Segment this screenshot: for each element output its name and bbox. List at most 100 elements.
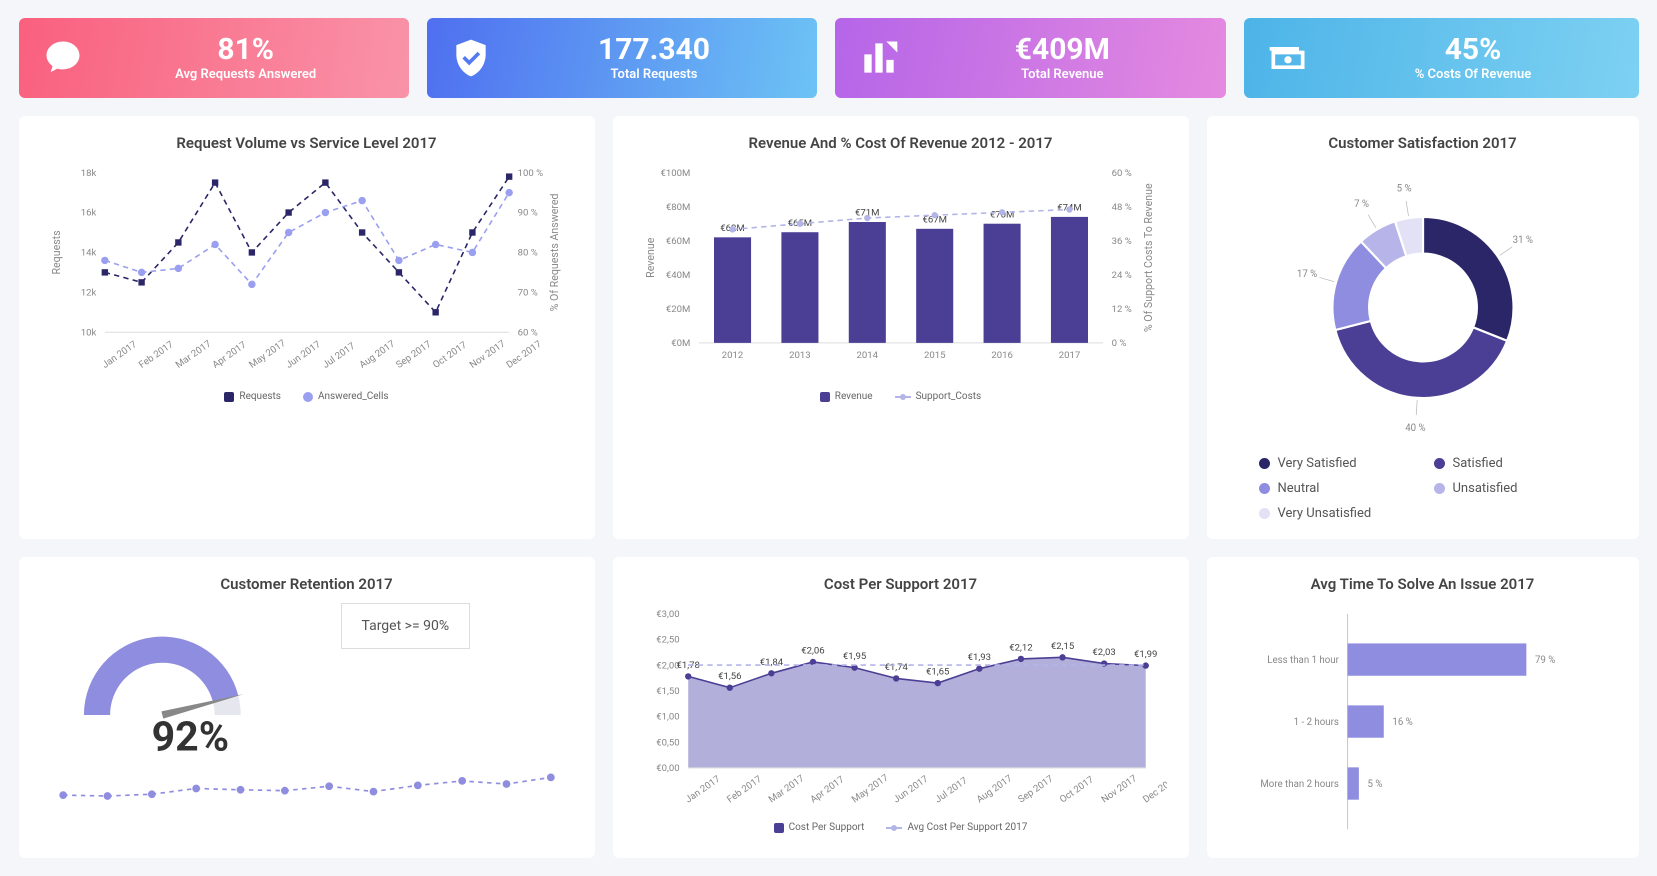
satisfaction-legend: Very SatisfiedSatisfiedNeutralUnsatisfie… bbox=[1229, 456, 1617, 521]
svg-text:€2,15: €2,15 bbox=[1050, 641, 1073, 652]
revenue-legend: RevenueSupport_Costs bbox=[635, 391, 1167, 402]
legend-item: Very Satisfied bbox=[1259, 456, 1412, 471]
svg-text:May 2017: May 2017 bbox=[849, 773, 890, 806]
svg-text:80 %: 80 % bbox=[517, 248, 537, 259]
svg-text:92%: 92% bbox=[151, 714, 228, 753]
legend-item: Very Unsatisfied bbox=[1259, 506, 1412, 521]
svg-text:€1,00: €1,00 bbox=[656, 712, 679, 723]
svg-text:Feb 2017: Feb 2017 bbox=[725, 774, 764, 806]
svg-text:€1,99: €1,99 bbox=[1134, 649, 1157, 660]
svg-text:40 %: 40 % bbox=[1405, 423, 1425, 434]
svg-text:€1,74: €1,74 bbox=[884, 662, 908, 673]
kpi-value: 45% bbox=[1328, 35, 1619, 65]
svg-text:12 %: 12 % bbox=[1111, 304, 1131, 315]
svg-text:€1,84: €1,84 bbox=[759, 657, 783, 668]
svg-text:90 %: 90 % bbox=[517, 208, 537, 219]
svg-text:€80M: €80M bbox=[665, 202, 689, 213]
svg-text:10k: 10k bbox=[80, 327, 96, 338]
svg-text:2014: 2014 bbox=[856, 350, 878, 361]
kpi-card-2: €409MTotal Revenue bbox=[835, 18, 1225, 98]
svg-text:Jan 2017: Jan 2017 bbox=[683, 774, 722, 806]
svg-text:5 %: 5 % bbox=[1367, 779, 1382, 790]
svg-text:€2,06: €2,06 bbox=[801, 646, 824, 657]
svg-text:Jul 2017: Jul 2017 bbox=[320, 341, 356, 371]
svg-text:60 %: 60 % bbox=[1111, 168, 1131, 179]
svg-text:Revenue: Revenue bbox=[644, 237, 657, 278]
cost-legend: Cost Per SupportAvg Cost Per Support 201… bbox=[635, 822, 1167, 833]
svg-text:Nov 2017: Nov 2017 bbox=[1099, 773, 1139, 805]
legend-item: Satisfied bbox=[1434, 456, 1587, 471]
svg-text:% Of Support Costs To Revenue: % Of Support Costs To Revenue bbox=[1142, 183, 1155, 332]
svg-text:18k: 18k bbox=[80, 168, 96, 179]
kpi-value: 81% bbox=[103, 35, 389, 65]
svg-text:€1,56: €1,56 bbox=[718, 671, 741, 682]
revenue-chart: Revenue And % Cost Of Revenue 2012 - 201… bbox=[613, 116, 1189, 539]
svg-text:5 %: 5 % bbox=[1396, 184, 1411, 195]
svg-text:100 %: 100 % bbox=[517, 168, 543, 179]
svg-text:Less than 1 hour: Less than 1 hour bbox=[1267, 655, 1339, 666]
svg-text:€0M: €0M bbox=[671, 338, 690, 349]
svg-text:Jul 2017: Jul 2017 bbox=[933, 776, 969, 806]
kpi-label: Avg Requests Answered bbox=[103, 67, 389, 82]
legend-item: Neutral bbox=[1259, 481, 1412, 496]
svg-text:79 %: 79 % bbox=[1534, 655, 1554, 666]
kpi-card-1: 177.340Total Requests bbox=[427, 18, 817, 98]
request-volume-chart: Request Volume vs Service Level 2017 10k 1… bbox=[19, 116, 595, 539]
chat-icon bbox=[39, 34, 87, 82]
panel-title: Customer Satisfaction 2017 bbox=[1229, 134, 1617, 152]
svg-text:31 %: 31 % bbox=[1512, 235, 1532, 246]
svg-text:17 %: 17 % bbox=[1296, 269, 1316, 280]
svg-text:14k: 14k bbox=[80, 248, 96, 259]
panel-title: Revenue And % Cost Of Revenue 2012 - 201… bbox=[635, 134, 1167, 152]
bars-icon bbox=[855, 34, 903, 82]
svg-text:24 %: 24 % bbox=[1111, 270, 1131, 281]
svg-text:60 %: 60 % bbox=[517, 327, 537, 338]
kpi-value: 177.340 bbox=[511, 35, 797, 65]
satisfaction-chart: Customer Satisfaction 201731 %40 %17 %7 … bbox=[1207, 116, 1639, 539]
svg-text:% Of Requests Answered: % Of Requests Answered bbox=[548, 193, 561, 311]
volume-legend: Requests Answered_Cells bbox=[41, 391, 573, 402]
svg-text:70 %: 70 % bbox=[517, 288, 537, 299]
svg-text:Feb 2017: Feb 2017 bbox=[137, 339, 176, 371]
cash-icon bbox=[1264, 34, 1312, 82]
svg-text:2016: 2016 bbox=[991, 350, 1013, 361]
svg-text:€2,03: €2,03 bbox=[1092, 647, 1115, 658]
svg-text:Jan 2017: Jan 2017 bbox=[100, 339, 139, 371]
svg-text:2017: 2017 bbox=[1058, 350, 1080, 361]
svg-text:Mar 2017: Mar 2017 bbox=[766, 773, 806, 805]
shield-icon bbox=[447, 34, 495, 82]
svg-text:Jun 2017: Jun 2017 bbox=[891, 774, 930, 806]
cost-chart: Cost Per Support 2017€0,00€0,50€1,00€1,5… bbox=[613, 557, 1189, 858]
svg-text:€2,12: €2,12 bbox=[1009, 643, 1033, 654]
svg-text:€1,93: €1,93 bbox=[967, 652, 990, 663]
svg-text:Apr 2017: Apr 2017 bbox=[808, 774, 846, 805]
kpi-label: % Costs Of Revenue bbox=[1328, 67, 1619, 82]
kpi-card-0: 81% Avg Requests Answered bbox=[19, 18, 409, 98]
svg-text:€1,95: €1,95 bbox=[842, 651, 865, 662]
svg-text:€0,50: €0,50 bbox=[656, 738, 679, 749]
svg-text:€1,65: €1,65 bbox=[926, 667, 949, 678]
svg-text:Requests: Requests bbox=[50, 230, 63, 274]
kpi-label: Total Revenue bbox=[919, 67, 1205, 82]
svg-text:2012: 2012 bbox=[721, 350, 743, 361]
legend-item: Support_Costs bbox=[916, 391, 982, 402]
legend-item: Answered_Cells bbox=[318, 391, 389, 402]
svg-text:Dec 2017: Dec 2017 bbox=[504, 339, 543, 371]
svg-text:Aug 2017: Aug 2017 bbox=[357, 339, 397, 371]
svg-text:0 %: 0 % bbox=[1111, 338, 1126, 349]
panel-title: Customer Retention 2017 bbox=[41, 575, 573, 593]
retention-chart: Customer Retention 2017 92% Target >= 90% bbox=[19, 557, 595, 858]
kpi-card-3: 45% % Costs Of Revenue bbox=[1244, 18, 1639, 98]
svg-text:Oct 2017: Oct 2017 bbox=[431, 340, 469, 371]
legend-item: Requests bbox=[239, 391, 281, 402]
svg-text:12k: 12k bbox=[80, 288, 96, 299]
svg-text:Mar 2017: Mar 2017 bbox=[173, 339, 213, 371]
panel-title: Avg Time To Solve An Issue 2017 bbox=[1229, 575, 1617, 593]
panel-title: Request Volume vs Service Level 2017 bbox=[41, 134, 573, 152]
svg-text:1 - 2 hours: 1 - 2 hours bbox=[1293, 717, 1338, 728]
svg-text:Sep 2017: Sep 2017 bbox=[1016, 774, 1055, 806]
svg-text:Oct 2017: Oct 2017 bbox=[1057, 775, 1095, 806]
svg-text:48 %: 48 % bbox=[1111, 202, 1131, 213]
svg-text:Dec 2017: Dec 2017 bbox=[1141, 774, 1167, 806]
retention-target: Target >= 90% bbox=[341, 603, 471, 649]
